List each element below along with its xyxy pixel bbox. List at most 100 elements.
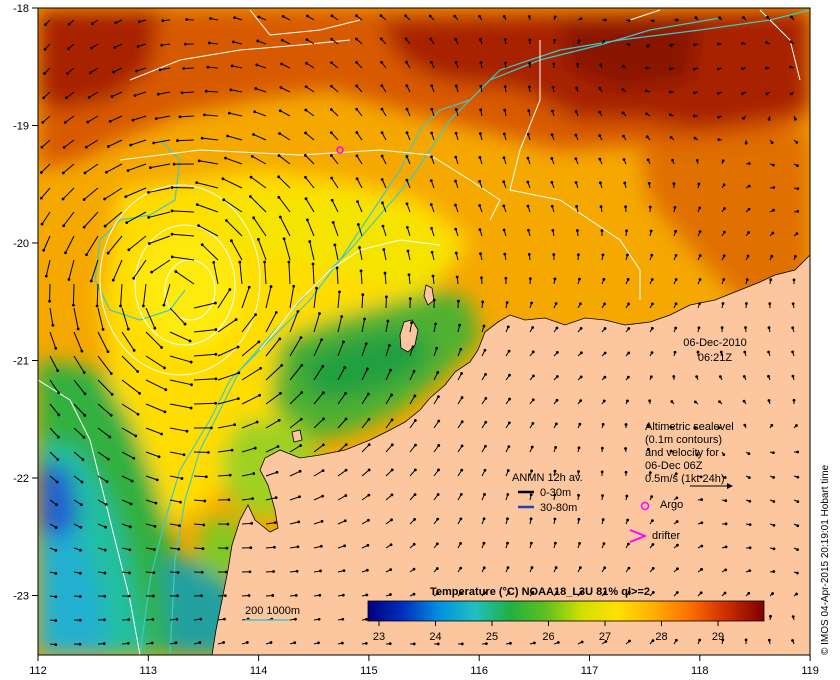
velocity-vector-head: [676, 567, 679, 571]
velocity-vector-head: [200, 243, 204, 247]
velocity-vector-head: [104, 502, 108, 506]
velocity-vector: [121, 427, 137, 437]
velocity-vector: [149, 235, 171, 244]
velocity-vector: [169, 331, 191, 342]
velocity-vector-head: [151, 594, 155, 598]
velocity-vector-head: [204, 89, 208, 93]
velocity-vector-head: [320, 338, 324, 342]
velocity-vector: [241, 421, 258, 429]
velocity-vector-head: [321, 391, 325, 395]
velocity-vector: [226, 220, 243, 237]
velocity-vector-head: [506, 469, 510, 472]
velocity-vector: [97, 475, 108, 483]
velocity-vector-head: [796, 475, 800, 479]
velocity-vector-head: [720, 326, 724, 330]
velocity-vector-head: [390, 518, 393, 522]
velocity-vector: [406, 179, 411, 189]
velocity-vector-head: [388, 593, 392, 596]
velocity-vector-head: [552, 253, 556, 256]
velocity-vector-head: [722, 183, 726, 187]
velocity-vector-head: [282, 237, 286, 241]
velocity-vector: [357, 201, 363, 213]
velocity-vector: [198, 225, 219, 237]
velocity-vector: [265, 419, 280, 429]
velocity-vector: [125, 187, 147, 198]
velocity-vector: [112, 259, 123, 281]
velocity-vector: [96, 283, 99, 307]
velocity-vector: [104, 187, 123, 200]
colorbar-tick-label: 29: [712, 631, 724, 643]
velocity-vector-head: [717, 115, 721, 119]
velocity-vector-head: [405, 155, 409, 158]
velocity-vector: [201, 244, 219, 261]
velocity-vector-head: [80, 480, 84, 484]
drifter-legend-icon: [629, 529, 648, 543]
velocity-vector-head: [599, 205, 603, 209]
velocity-vector-head: [795, 424, 798, 427]
velocity-vector-head: [124, 195, 128, 199]
velocity-vector-head: [273, 545, 276, 549]
velocity-vector-head: [789, 65, 793, 69]
velocity-vector: [409, 444, 416, 453]
velocity-vector-head: [724, 522, 728, 526]
velocity-vector-head: [650, 253, 654, 257]
velocity-vector-head: [390, 393, 393, 397]
velocity-vector-head: [389, 568, 393, 572]
velocity-vector: [217, 398, 239, 405]
velocity-vector-head: [695, 453, 699, 457]
velocity-vector-head: [693, 426, 697, 430]
colorbar-tick-label: 28: [655, 631, 667, 643]
velocity-vector-head: [460, 468, 464, 472]
velocity-vector-head: [342, 569, 346, 572]
velocity-vector-head: [723, 476, 727, 479]
velocity-vector: [241, 473, 254, 477]
velocity-vector-head: [577, 493, 580, 497]
velocity-vector-head: [367, 443, 371, 447]
velocity-vector-head: [795, 571, 799, 575]
velocity-vector-head: [626, 542, 630, 546]
velocity-vector-head: [78, 642, 82, 646]
velocity-vector-head: [673, 206, 677, 209]
colorbar-tick-label: 24: [429, 631, 441, 643]
velocity-vector: [130, 139, 147, 146]
velocity-vector-head: [365, 593, 369, 597]
velocity-vector-head: [344, 391, 347, 395]
velocity-vector-head: [431, 274, 435, 278]
velocity-vector: [361, 294, 364, 309]
velocity-vector-head: [722, 278, 726, 281]
velocity-vector-head: [224, 570, 228, 574]
velocity-vector-head: [102, 642, 106, 646]
velocity-vector-head: [160, 346, 163, 349]
velocity-vector-head: [103, 548, 107, 552]
velocity-vector-head: [214, 352, 218, 356]
velocity-vector: [254, 111, 267, 117]
velocity-vector: [65, 235, 75, 253]
velocity-vector-head: [506, 493, 510, 496]
velocity-vector-head: [742, 375, 746, 378]
velocity-vector-head: [380, 178, 384, 181]
velocity-vector: [161, 43, 171, 46]
velocity-vector: [104, 211, 123, 227]
velocity-vector-head: [152, 548, 156, 551]
velocity-vector-head: [82, 371, 86, 374]
velocity-vector: [256, 64, 267, 69]
velocity-vector-head: [277, 154, 281, 157]
velocity-vector-head: [459, 347, 463, 351]
velocity-vector-head: [95, 304, 99, 308]
velocity-vector-head: [648, 471, 652, 475]
velocity-vector-head: [647, 181, 651, 185]
velocity-vector-head: [207, 41, 211, 45]
velocity-vector-head: [272, 570, 275, 573]
velocity-vector: [145, 547, 155, 550]
velocity-vector-head: [531, 326, 535, 329]
velocity-vector-head: [648, 399, 652, 403]
velocity-vector-head: [460, 372, 463, 375]
velocity-vector-head: [408, 297, 412, 301]
velocity-vector-head: [222, 198, 226, 202]
velocity-vector-head: [355, 84, 359, 88]
velocity-vector-head: [103, 618, 106, 622]
velocity-vector-head: [278, 132, 281, 135]
velocity-vector-head: [698, 638, 702, 642]
velocity-vector-head: [650, 326, 654, 330]
velocity-vector-head: [172, 162, 176, 166]
